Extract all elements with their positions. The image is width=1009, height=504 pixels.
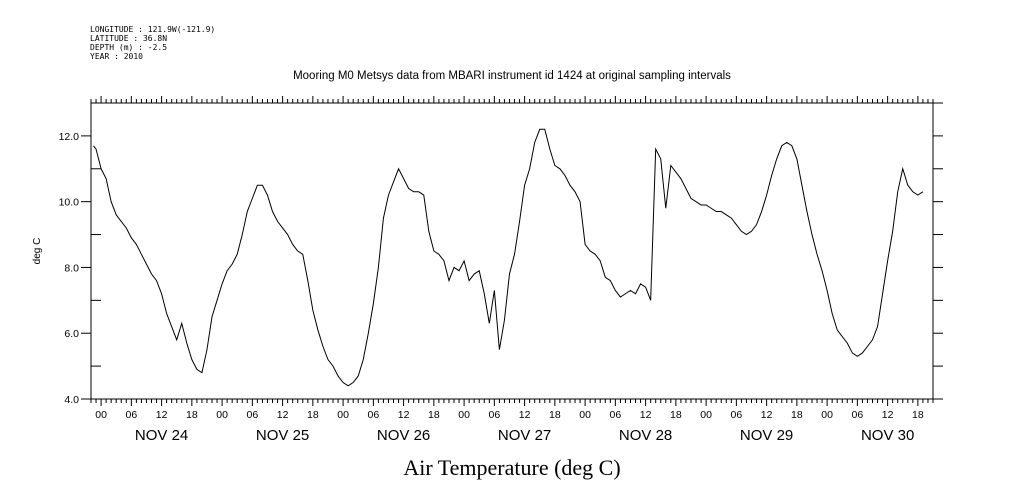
y-axis-label: deg C xyxy=(32,238,43,265)
y-tick-label: 8.0 xyxy=(64,262,79,274)
x-tick-label: 18 xyxy=(670,409,682,421)
day-label: NOV 26 xyxy=(377,427,430,444)
x-tick-label: 12 xyxy=(519,409,531,421)
x-tick-label: 06 xyxy=(610,409,622,421)
y-tick-label: 4.0 xyxy=(64,394,79,406)
x-tick-label: 06 xyxy=(852,409,864,421)
y-tick-label: 10.0 xyxy=(59,197,80,209)
x-axis-label: Air Temperature (deg C) xyxy=(403,455,620,480)
y-tick-label: 12.0 xyxy=(59,131,80,143)
x-tick-label: 12 xyxy=(398,409,410,421)
x-tick-label: 06 xyxy=(368,409,380,421)
x-tick-label: 06 xyxy=(125,409,137,421)
x-tick-label: 00 xyxy=(579,409,591,421)
day-label: NOV 29 xyxy=(740,427,793,444)
x-tick-label: 18 xyxy=(549,409,561,421)
x-tick-label: 06 xyxy=(489,409,501,421)
day-label: NOV 30 xyxy=(861,427,914,444)
x-tick-label: 00 xyxy=(216,409,228,421)
x-tick-label: 12 xyxy=(156,409,168,421)
day-label: NOV 25 xyxy=(256,427,309,444)
x-tick-label: 00 xyxy=(821,409,833,421)
x-tick-label: 00 xyxy=(458,409,470,421)
x-tick-label: 00 xyxy=(700,409,712,421)
axis-labels: 00 06 12 18 NOV 24 00 06 12 18 NOV 25 00 06 12 18 NOV … xyxy=(59,131,924,444)
axis-ticks xyxy=(81,96,943,406)
depth-label: DEPTH (m) : -2.5 xyxy=(90,43,168,52)
series-line xyxy=(93,128,924,387)
x-tick-label: 18 xyxy=(186,409,198,421)
longitude-label: LONGITUDE : 121.9W(-121.9) xyxy=(90,25,216,34)
year-label: YEAR : 2010 xyxy=(90,52,143,61)
chart-title: Mooring M0 Metsys data from MBARI instru… xyxy=(293,70,731,82)
x-tick-label: 06 xyxy=(731,409,743,421)
latitude-label: LATITUDE : 36.8N xyxy=(90,34,168,43)
x-tick-label: 06 xyxy=(246,409,258,421)
x-tick-label: 12 xyxy=(882,409,894,421)
plot-frame xyxy=(90,102,934,400)
x-tick-label: 18 xyxy=(428,409,440,421)
x-tick-label: 18 xyxy=(307,409,319,421)
x-tick-label: 12 xyxy=(761,409,773,421)
x-tick-label: 12 xyxy=(640,409,652,421)
y-tick-label: 6.0 xyxy=(64,328,79,340)
x-tick-label: 00 xyxy=(337,409,349,421)
x-tick-label: 00 xyxy=(95,409,107,421)
x-tick-label: 18 xyxy=(912,409,924,421)
day-label: NOV 27 xyxy=(498,427,551,444)
day-label: NOV 24 xyxy=(135,427,188,444)
x-tick-label: 12 xyxy=(277,409,289,421)
day-label: NOV 28 xyxy=(619,427,672,444)
x-tick-label: 18 xyxy=(791,409,803,421)
